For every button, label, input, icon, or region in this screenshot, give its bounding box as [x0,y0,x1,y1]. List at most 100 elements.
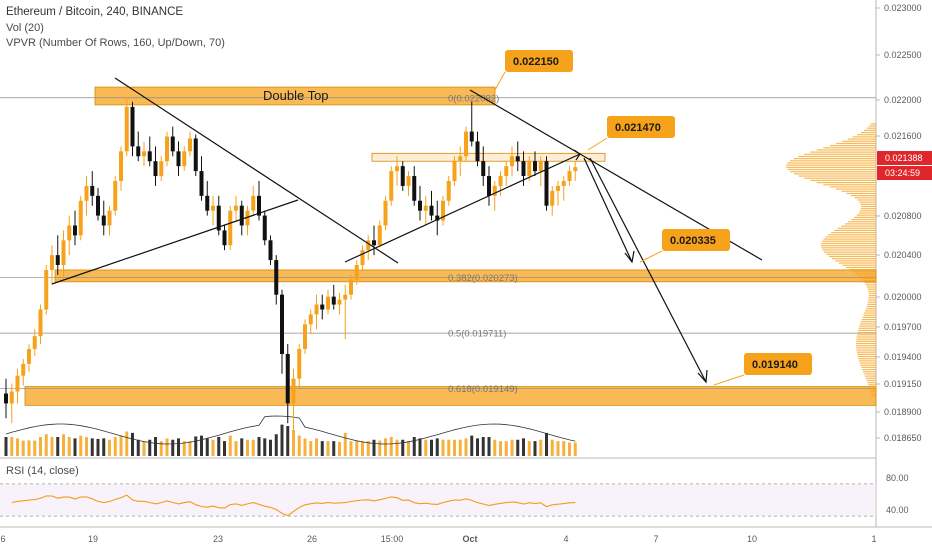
volume-bar [102,438,106,456]
vpvr-bar [846,192,876,195]
vpvr-bar [858,327,876,329]
countdown-text: 03:24:59 [885,168,920,178]
arrow-head-top [573,149,581,161]
volume-bar [384,438,387,456]
fib-label-3: 0.618(0.019149) [448,384,518,395]
vpvr-bar [793,173,876,175]
trend-lines[interactable] [51,77,763,383]
candle-body [216,205,221,231]
trendline-right-rising[interactable] [344,153,581,263]
vpvr-bar [868,386,876,388]
candle-body [464,131,468,157]
vpvr-bar [857,134,876,136]
candle-body [395,166,399,172]
candle-body [412,176,417,201]
vpvr-bar [868,295,876,297]
time-tick-7: 7 [653,534,658,544]
candle-body [337,299,342,305]
vpvr-bar [824,251,876,253]
projection-line[interactable] [579,153,763,261]
vpvr-bar [851,218,876,221]
price-tick-6: 0.020400 [884,250,922,260]
vpvr-bar [849,268,876,271]
rsi-tick-80: 80.00 [886,473,909,483]
vpvr-bar [816,181,876,184]
candle-body [320,304,325,310]
callout-leader-1 [494,71,506,91]
candle-body [124,106,129,152]
volume-bar [487,437,491,456]
callout-box-2[interactable] [607,116,675,138]
candle-body [504,166,509,177]
volume-bar [125,431,129,456]
callout-box-1[interactable] [505,50,573,72]
volume-bar [522,438,525,456]
volume-bar [263,438,267,456]
candle-body [435,215,440,221]
vpvr-bar [834,229,876,232]
current-price-bg [877,151,932,165]
time-tick-3: 26 [307,534,317,544]
volume-bar [165,438,169,456]
candle-body [15,375,20,392]
price-tick-8: 0.019700 [884,322,922,332]
candle-body [38,309,43,337]
callout-leader-2 [587,137,608,151]
volume-bar [148,439,152,456]
volume-bar [476,438,479,456]
vpvr-bar [867,303,876,305]
candle-body [234,205,238,211]
candle-body [573,167,578,172]
projection-arrow-2[interactable] [589,157,707,383]
vpvr-bar [862,316,876,319]
volume-bar [205,438,209,456]
volume-bar [395,439,399,456]
candle-body [199,171,204,196]
volume-bar [257,437,261,456]
candle-body [458,156,463,162]
volume-bar [545,432,548,456]
projection-arrow-1[interactable] [583,157,633,263]
volume-bar [194,436,198,456]
candle-body [452,161,457,181]
time-tick-0: 6 [0,534,5,544]
callout-box-4[interactable] [744,353,812,375]
trendline-left-rising[interactable] [51,199,299,285]
trendline-right-descending[interactable] [469,89,581,155]
vpvr-bar [835,260,876,262]
volume-bar [527,441,531,456]
volume-bar [499,441,502,456]
candle-body [78,200,83,236]
volume-bar [159,441,163,456]
volume-bar [62,434,65,456]
vpvr-bar [859,362,876,364]
candle-body [193,138,198,172]
indicator-vol-label[interactable]: Vol (20) [6,22,44,34]
callout-box-3[interactable] [662,229,730,251]
vpvr-bar [786,164,876,166]
rsi-label[interactable]: RSI (14, close) [6,465,79,477]
zone-1[interactable] [94,86,496,106]
volume-bar [292,430,295,456]
indicator-vpvr-label[interactable]: VPVR (Number Of Rows, 160, Up/Down, 70) [6,37,225,49]
volume-bar [280,424,284,456]
volume-bar [297,435,301,456]
price-tick-2: 0.022000 [884,95,922,105]
vpvr-bar [871,395,876,397]
fib-label-0: 0(0.022092) [448,93,499,104]
trendline-left-descending[interactable] [114,77,399,264]
zone-2[interactable] [371,152,606,162]
candle-body [291,378,296,404]
volume-bar [182,441,186,456]
volume-bar [401,439,405,456]
volume-bar [435,438,439,456]
vpvr-bar [866,127,876,129]
candle-body [27,349,31,364]
candle-body [153,161,158,177]
vpvr-bar [836,142,876,145]
volume-bar [550,439,554,456]
volume-bar [516,439,520,456]
volume-bar [458,439,462,456]
volume-bar [430,439,433,456]
